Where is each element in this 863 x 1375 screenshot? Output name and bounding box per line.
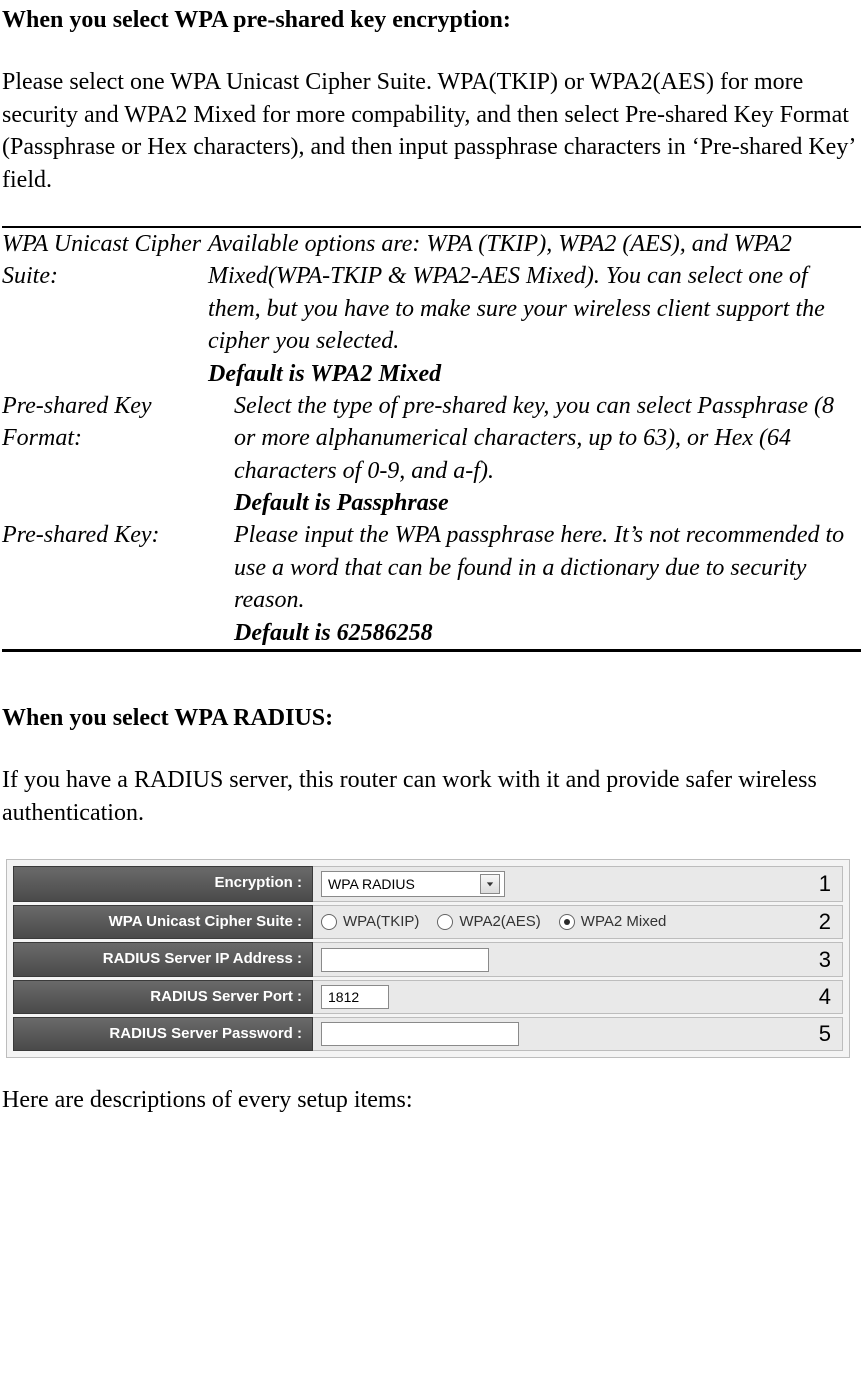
cipher-option-mixed[interactable]: WPA2 Mixed xyxy=(559,912,667,932)
router-settings-panel: Encryption : WPA RADIUS 1 WPA Unicast Ci… xyxy=(6,859,850,1058)
rp-value xyxy=(313,980,843,1014)
rp-value: WPA RADIUS xyxy=(313,866,843,902)
radio-label: WPA2 Mixed xyxy=(581,912,667,932)
radio-icon xyxy=(559,914,575,930)
closing-line: Here are descriptions of every setup ite… xyxy=(2,1084,861,1116)
rp-row-cipher: WPA Unicast Cipher Suite : WPA(TKIP) WPA… xyxy=(13,905,843,939)
section1-intro: Please select one WPA Unicast Cipher Sui… xyxy=(2,66,861,196)
row-marker: 4 xyxy=(819,982,831,1012)
cipher-option-tkip[interactable]: WPA(TKIP) xyxy=(321,912,419,932)
def-body: Please input the WPA passphrase here. It… xyxy=(208,519,861,649)
section2-heading: When you select WPA RADIUS: xyxy=(2,702,861,734)
radius-password-input[interactable] xyxy=(321,1022,519,1046)
def-desc: Select the type of pre-shared key, you c… xyxy=(234,393,834,484)
def-label: Pre-shared Key Format: xyxy=(2,390,208,455)
rp-row-radius-ip: RADIUS Server IP Address : 3 xyxy=(13,942,843,976)
rp-value xyxy=(313,1017,843,1051)
def-row: Pre-shared Key: Please input the WPA pas… xyxy=(2,519,861,649)
row-marker: 5 xyxy=(819,1019,831,1049)
rp-value: WPA(TKIP) WPA2(AES) WPA2 Mixed xyxy=(313,905,843,939)
def-desc: Available options are: WPA (TKIP), WPA2 … xyxy=(208,231,825,354)
rp-row-radius-port: RADIUS Server Port : 4 xyxy=(13,980,843,1014)
document-page: When you select WPA pre-shared key encry… xyxy=(0,0,863,1137)
def-label: WPA Unicast Cipher Suite: xyxy=(2,228,208,293)
rp-label: RADIUS Server Password : xyxy=(13,1017,313,1051)
radius-ip-input[interactable] xyxy=(321,948,489,972)
encryption-select[interactable]: WPA RADIUS xyxy=(321,871,505,897)
def-body: Select the type of pre-shared key, you c… xyxy=(208,390,861,520)
cipher-option-aes[interactable]: WPA2(AES) xyxy=(437,912,540,932)
section2-intro: If you have a RADIUS server, this router… xyxy=(2,764,861,829)
def-label: Pre-shared Key: xyxy=(2,519,208,551)
cipher-radio-group: WPA(TKIP) WPA2(AES) WPA2 Mixed xyxy=(321,912,666,932)
row-marker: 1 xyxy=(819,869,831,899)
chevron-down-icon xyxy=(480,874,500,894)
radio-label: WPA(TKIP) xyxy=(343,912,419,932)
def-row: Pre-shared Key Format: Select the type o… xyxy=(2,390,861,520)
rp-row-encryption: Encryption : WPA RADIUS 1 xyxy=(13,866,843,902)
rp-label: WPA Unicast Cipher Suite : xyxy=(13,905,313,939)
row-marker: 2 xyxy=(819,907,831,937)
def-default: Default is 62586258 xyxy=(234,617,861,649)
def-desc: Please input the WPA passphrase here. It… xyxy=(234,522,844,613)
def-body: Available options are: WPA (TKIP), WPA2 … xyxy=(208,228,861,390)
radio-label: WPA2(AES) xyxy=(459,912,540,932)
def-default: Default is WPA2 Mixed xyxy=(208,358,861,390)
radio-icon xyxy=(437,914,453,930)
rp-label: Encryption : xyxy=(13,866,313,902)
rp-row-radius-pw: RADIUS Server Password : 5 xyxy=(13,1017,843,1051)
rp-value xyxy=(313,942,843,976)
rp-label: RADIUS Server IP Address : xyxy=(13,942,313,976)
rp-label: RADIUS Server Port : xyxy=(13,980,313,1014)
def-default: Default is Passphrase xyxy=(234,487,861,519)
radio-icon xyxy=(321,914,337,930)
section1-heading: When you select WPA pre-shared key encry… xyxy=(2,4,861,36)
row-marker: 3 xyxy=(819,945,831,975)
definitions-table: WPA Unicast Cipher Suite: Available opti… xyxy=(2,226,861,652)
def-row: WPA Unicast Cipher Suite: Available opti… xyxy=(2,228,861,390)
encryption-select-value: WPA RADIUS xyxy=(328,875,415,894)
radius-port-input[interactable] xyxy=(321,985,389,1009)
